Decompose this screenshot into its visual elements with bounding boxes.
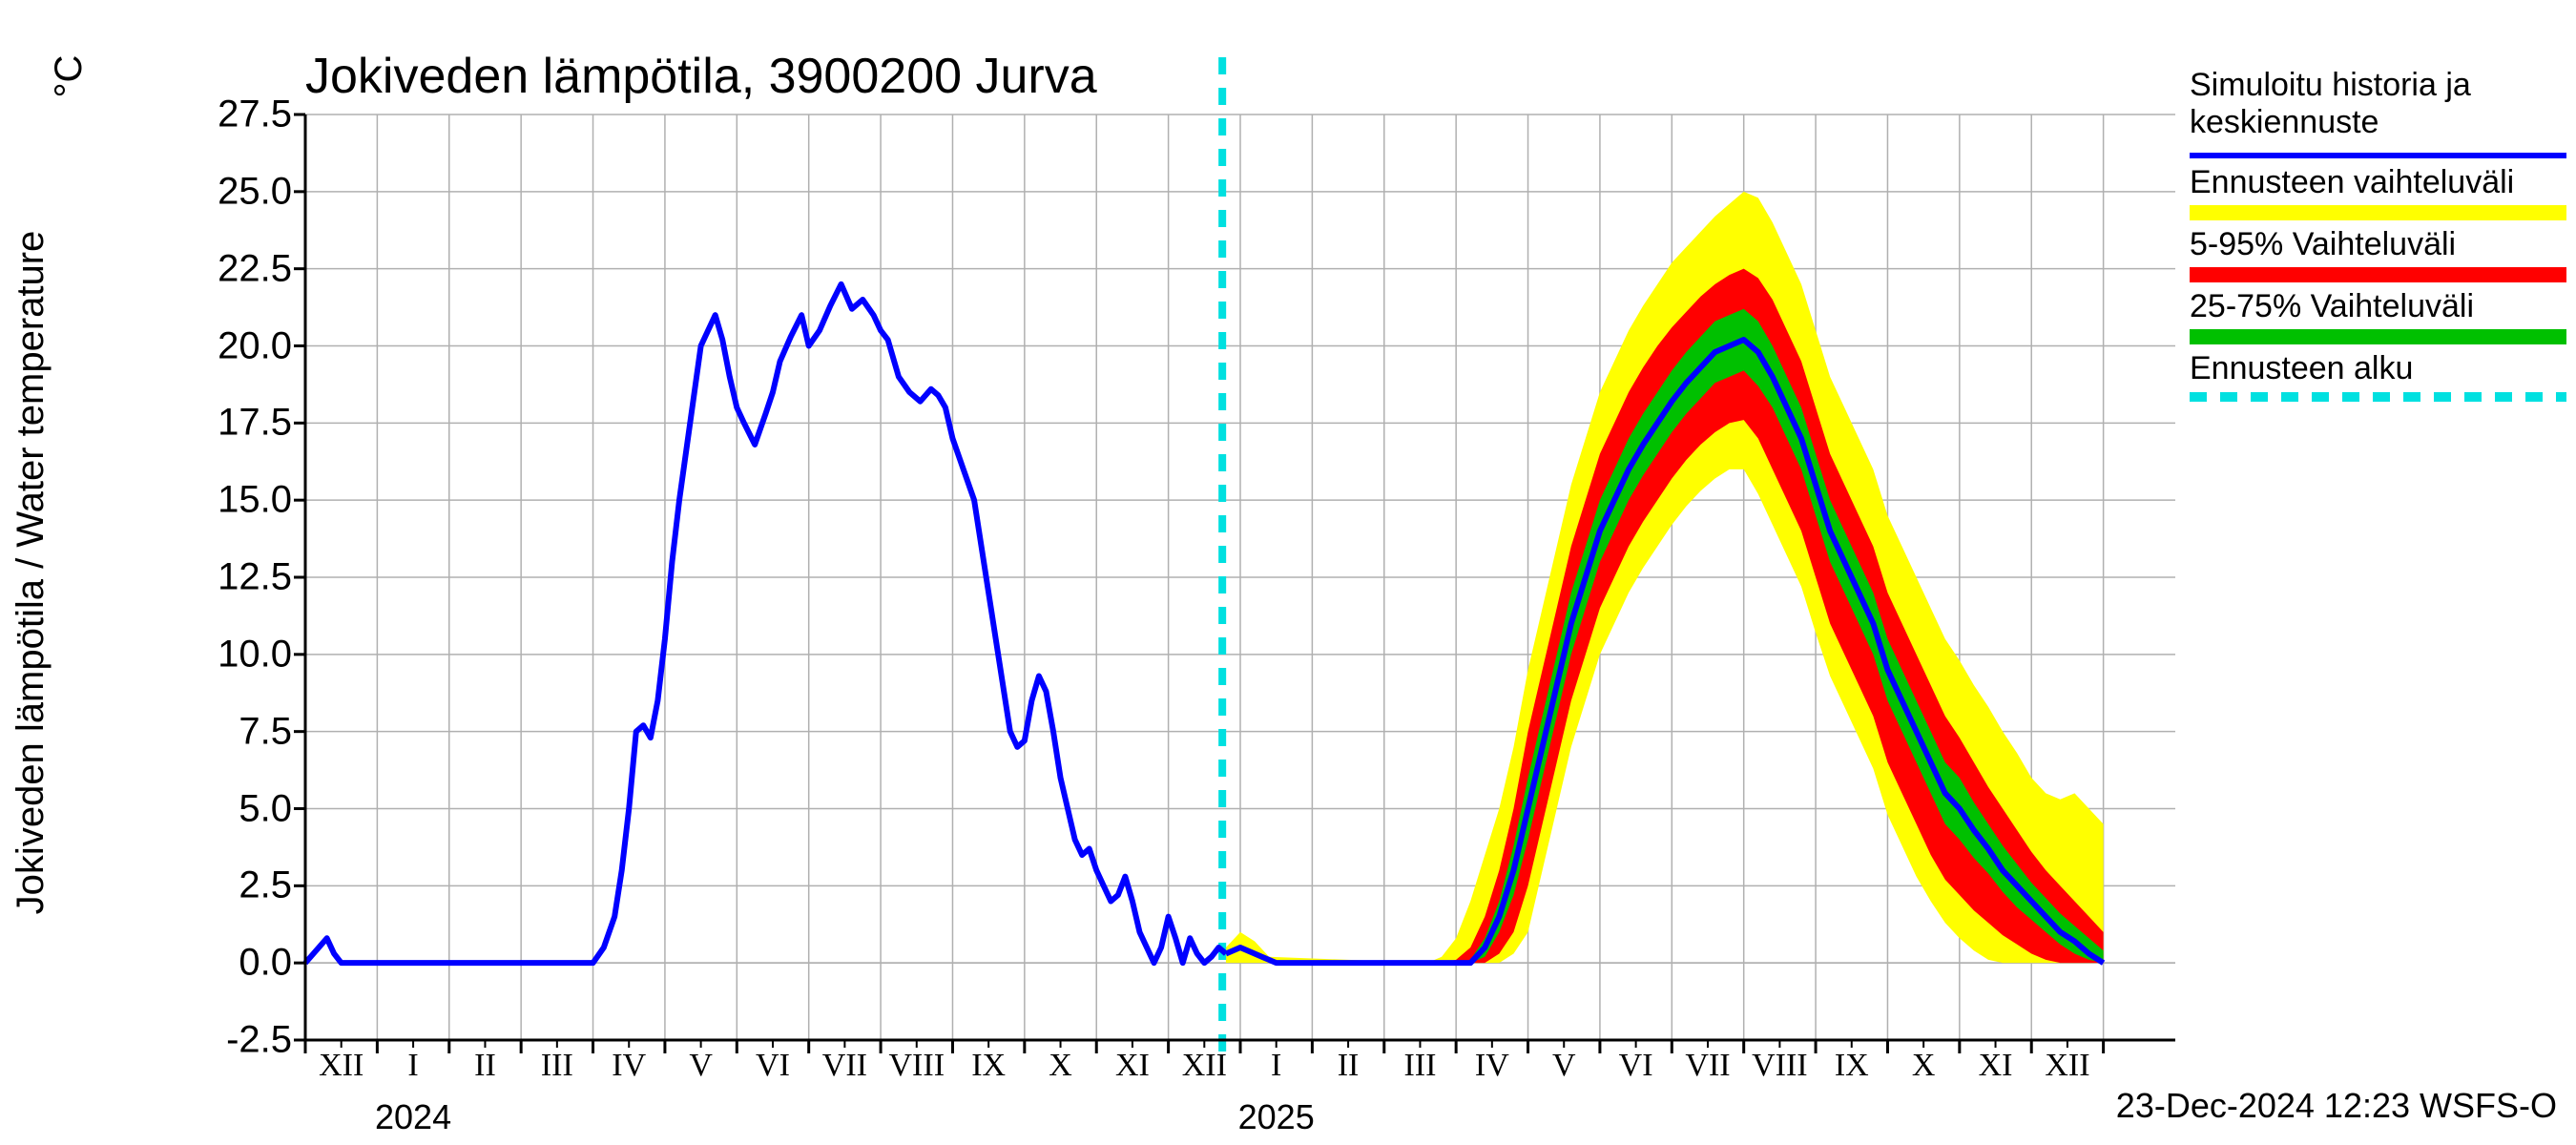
ytick-label: 15.0 (218, 479, 292, 522)
ytick-label: 2.5 (239, 864, 292, 907)
figure: Jokiveden lämpötila / Water temperature … (0, 0, 2576, 1145)
xtick-label: XII (319, 1048, 364, 1084)
ytick-label: 22.5 (218, 247, 292, 290)
xtick-label: VII (822, 1048, 867, 1084)
xtick-label: VIII (889, 1048, 945, 1084)
legend-swatch (2190, 145, 2566, 158)
legend-item: 25-75% Vaihteluväli (2190, 288, 2571, 344)
xtick-label: XI (1979, 1048, 2013, 1084)
legend-label: Ennusteen alku (2190, 350, 2571, 387)
xtick-label: IV (1475, 1048, 1509, 1084)
legend-swatch (2190, 329, 2566, 344)
legend-label: Simuloitu historia ja keskiennuste (2190, 67, 2571, 141)
xtick-label: XII (2045, 1048, 2089, 1084)
legend-swatch (2190, 267, 2566, 282)
legend-item: Simuloitu historia ja keskiennuste (2190, 67, 2571, 158)
xtick-label: X (1912, 1048, 1936, 1084)
xtick-label: III (1403, 1048, 1436, 1084)
ytick-label: 25.0 (218, 170, 292, 213)
legend: Simuloitu historia ja keskiennuste Ennust… (2190, 67, 2571, 407)
ytick-label: -2.5 (226, 1019, 292, 1062)
legend-item: 5-95% Vaihteluväli (2190, 226, 2571, 282)
ytick-label: 5.0 (239, 787, 292, 830)
legend-item: Ennusteen vaihteluväli (2190, 164, 2571, 220)
xtick-label: XII (1182, 1048, 1227, 1084)
legend-label: Ennusteen vaihteluväli (2190, 164, 2571, 201)
ytick-label: 20.0 (218, 324, 292, 367)
ytick-label: 10.0 (218, 633, 292, 676)
ytick-label: 12.5 (218, 556, 292, 599)
xtick-label: II (1338, 1048, 1360, 1084)
xtick-label: IX (971, 1048, 1006, 1084)
ytick-label: 27.5 (218, 94, 292, 136)
xtick-label: IV (612, 1048, 646, 1084)
plot-svg (305, 114, 2175, 1040)
xtick-label: VIII (1752, 1048, 1808, 1084)
xtick-label: VI (1619, 1048, 1653, 1084)
y-axis-label: Jokiveden lämpötila / Water temperature (10, 231, 52, 915)
timestamp-label: 23-Dec-2024 12:23 WSFS-O (2116, 1086, 2557, 1126)
ytick-label: 0.0 (239, 942, 292, 985)
ytick-label: 17.5 (218, 402, 292, 445)
year-label: 2024 (375, 1097, 451, 1137)
legend-swatch (2190, 392, 2566, 402)
year-label: 2025 (1238, 1097, 1315, 1137)
legend-swatch (2190, 205, 2566, 220)
xtick-label: XI (1115, 1048, 1150, 1084)
xtick-label: III (541, 1048, 573, 1084)
xtick-label: I (407, 1048, 418, 1084)
y-axis-unit: °C (48, 55, 91, 98)
legend-item: Ennusteen alku (2190, 350, 2571, 401)
xtick-label: II (474, 1048, 496, 1084)
xtick-label: X (1049, 1048, 1072, 1084)
xtick-label: VII (1685, 1048, 1730, 1084)
xtick-label: I (1271, 1048, 1281, 1084)
chart-title: Jokiveden lämpötila, 3900200 Jurva (305, 48, 1097, 105)
legend-label: 25-75% Vaihteluväli (2190, 288, 2571, 325)
xtick-label: IX (1835, 1048, 1869, 1084)
legend-label: 5-95% Vaihteluväli (2190, 226, 2571, 263)
ytick-label: 7.5 (239, 710, 292, 753)
history-line (305, 284, 1226, 963)
xtick-label: VI (756, 1048, 790, 1084)
xtick-label: V (1552, 1048, 1576, 1084)
plot-area: -2.50.02.55.07.510.012.515.017.520.022.5… (305, 114, 2175, 1040)
xtick-label: V (689, 1048, 713, 1084)
